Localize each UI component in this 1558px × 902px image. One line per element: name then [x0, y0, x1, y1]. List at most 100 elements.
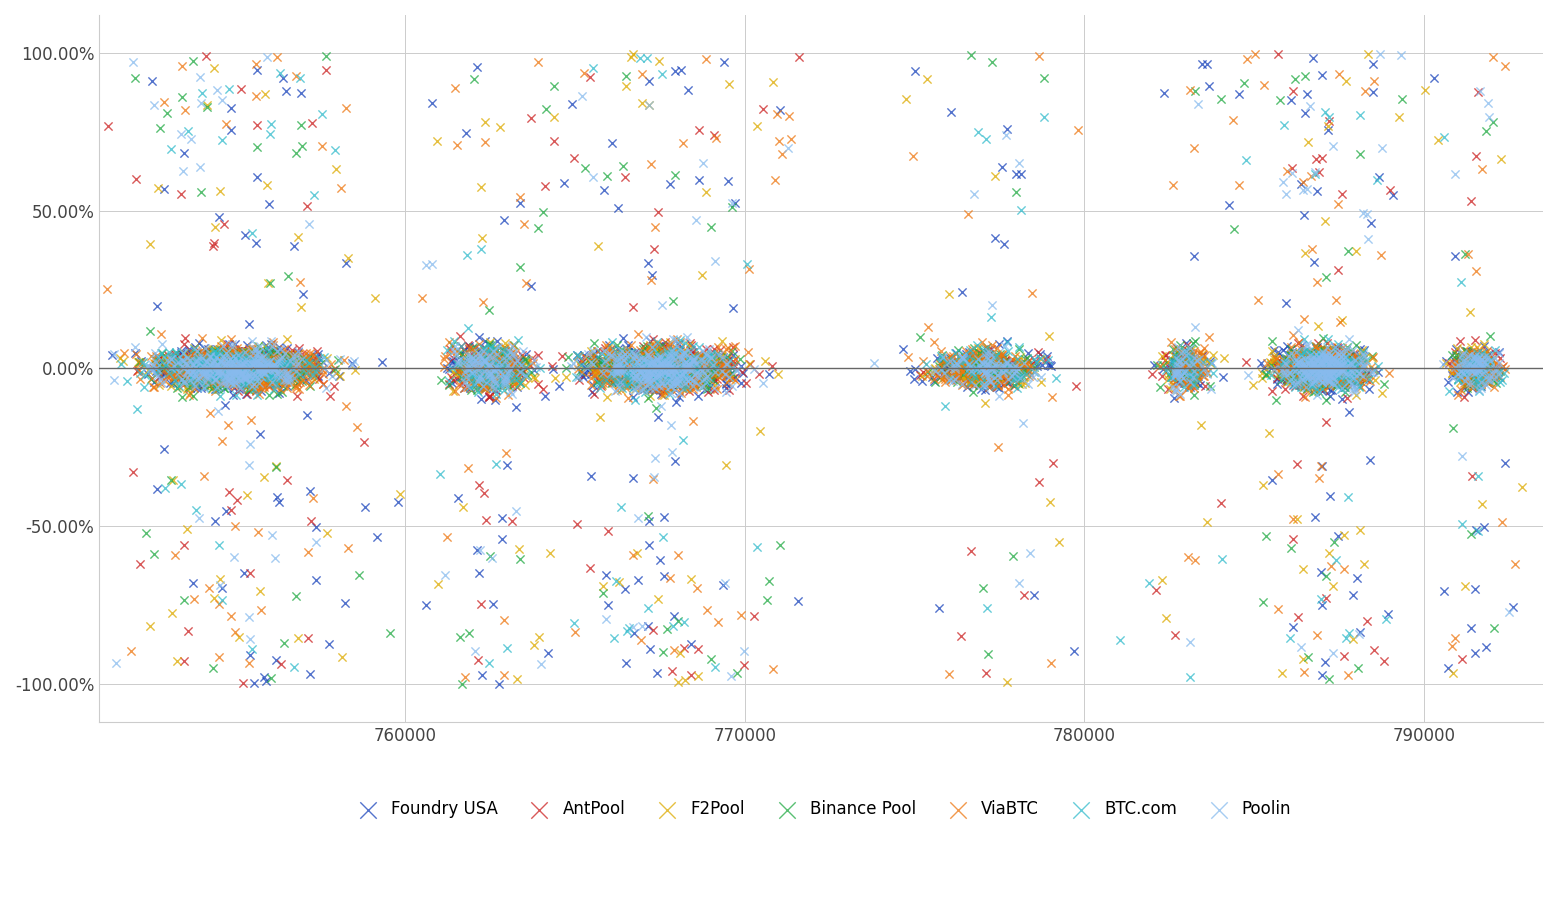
Foundry USA: [150, 364, 174, 379]
Binance Pool: [922, 375, 947, 390]
Poolin: [452, 375, 477, 390]
Poolin: [1298, 98, 1323, 113]
AntPool: [654, 364, 679, 379]
Foundry USA: [248, 364, 273, 378]
F2Pool: [464, 359, 489, 373]
BTC.com: [1469, 373, 1494, 387]
ViaBTC: [1279, 352, 1304, 366]
ViaBTC: [245, 356, 270, 371]
F2Pool: [1296, 352, 1321, 366]
AntPool: [1313, 415, 1338, 429]
F2Pool: [388, 487, 413, 502]
ViaBTC: [1302, 367, 1327, 382]
Poolin: [1313, 365, 1338, 380]
Poolin: [598, 350, 623, 364]
ViaBTC: [614, 354, 639, 368]
Foundry USA: [489, 364, 514, 378]
F2Pool: [229, 361, 254, 375]
Poolin: [1293, 360, 1318, 374]
AntPool: [1175, 358, 1200, 373]
Foundry USA: [1002, 354, 1027, 369]
Poolin: [1457, 375, 1482, 390]
ViaBTC: [1309, 345, 1334, 359]
F2Pool: [964, 364, 989, 379]
Foundry USA: [466, 375, 491, 390]
AntPool: [1447, 359, 1472, 373]
ViaBTC: [620, 548, 645, 562]
F2Pool: [471, 372, 495, 386]
Binance Pool: [199, 375, 224, 390]
Poolin: [1170, 371, 1195, 385]
ViaBTC: [626, 361, 651, 375]
Foundry USA: [229, 362, 254, 376]
Foundry USA: [675, 364, 700, 379]
BTC.com: [179, 370, 204, 384]
Foundry USA: [223, 345, 248, 360]
F2Pool: [1164, 360, 1189, 374]
Poolin: [1315, 352, 1340, 366]
Foundry USA: [232, 347, 257, 362]
Foundry USA: [463, 362, 488, 376]
Foundry USA: [1493, 456, 1517, 471]
Poolin: [1457, 362, 1482, 376]
AntPool: [1483, 364, 1508, 379]
Binance Pool: [1331, 350, 1355, 364]
Foundry USA: [176, 342, 201, 356]
BTC.com: [460, 365, 485, 380]
ViaBTC: [145, 364, 170, 379]
ViaBTC: [139, 349, 164, 364]
Foundry USA: [678, 360, 703, 374]
BTC.com: [1468, 362, 1493, 376]
ViaBTC: [657, 360, 682, 374]
F2Pool: [1315, 360, 1340, 374]
F2Pool: [190, 361, 215, 375]
Binance Pool: [192, 364, 217, 379]
F2Pool: [1274, 374, 1299, 389]
AntPool: [1317, 368, 1341, 382]
F2Pool: [640, 361, 665, 375]
Poolin: [280, 349, 305, 364]
Binance Pool: [625, 364, 650, 378]
Foundry USA: [212, 363, 237, 377]
Foundry USA: [235, 354, 260, 369]
Binance Pool: [1329, 356, 1354, 371]
Binance Pool: [698, 366, 723, 381]
BTC.com: [1334, 631, 1359, 646]
F2Pool: [653, 349, 678, 364]
ViaBTC: [241, 358, 266, 373]
Foundry USA: [961, 368, 986, 382]
AntPool: [600, 368, 625, 382]
ViaBTC: [634, 354, 659, 369]
F2Pool: [977, 369, 1002, 383]
F2Pool: [1468, 361, 1493, 375]
Binance Pool: [974, 374, 999, 389]
Binance Pool: [690, 360, 715, 374]
BTC.com: [280, 659, 305, 674]
F2Pool: [1309, 357, 1334, 372]
F2Pool: [1315, 373, 1340, 387]
ViaBTC: [1027, 49, 1052, 63]
ViaBTC: [1463, 362, 1488, 376]
F2Pool: [1288, 365, 1313, 380]
ViaBTC: [1450, 367, 1475, 382]
AntPool: [480, 342, 505, 356]
AntPool: [234, 364, 259, 378]
Poolin: [975, 357, 1000, 372]
F2Pool: [1270, 353, 1295, 367]
BTC.com: [260, 373, 285, 387]
Poolin: [659, 418, 684, 432]
F2Pool: [248, 359, 273, 373]
AntPool: [1354, 613, 1379, 628]
Foundry USA: [1469, 379, 1494, 393]
F2Pool: [302, 372, 327, 386]
AntPool: [237, 566, 262, 580]
F2Pool: [1175, 359, 1200, 373]
ViaBTC: [1287, 354, 1312, 368]
Foundry USA: [590, 364, 615, 378]
Binance Pool: [1259, 358, 1284, 373]
BTC.com: [199, 373, 224, 387]
AntPool: [1312, 363, 1337, 377]
ViaBTC: [623, 371, 648, 385]
AntPool: [285, 388, 310, 402]
BTC.com: [1005, 371, 1030, 385]
